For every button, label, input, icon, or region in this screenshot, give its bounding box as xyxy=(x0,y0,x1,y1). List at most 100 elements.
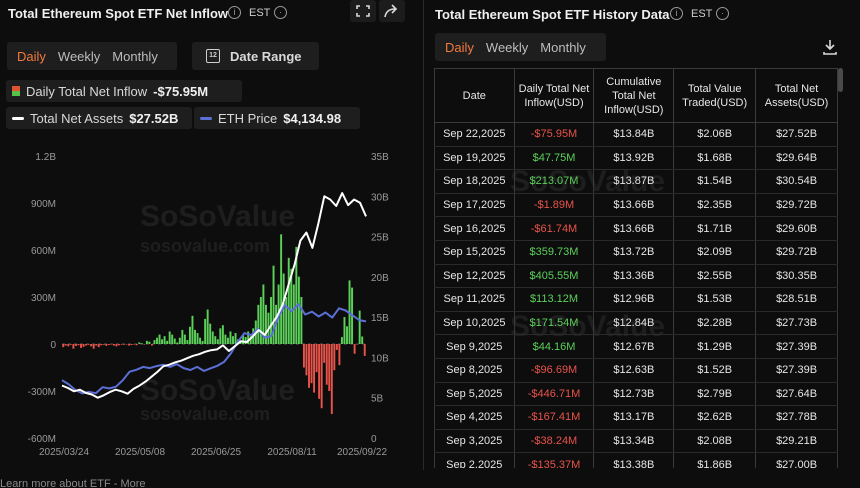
table-row[interactable]: Sep 2,2025 -$135.37M $13.38B $1.86B $27.00B xyxy=(434,452,838,468)
table-row[interactable]: Sep 19,2025 $47.75M $13.92B $1.68B $29.64B xyxy=(434,146,838,171)
cell-date: Sep 18,2025 xyxy=(434,169,515,194)
col-header-date[interactable]: Date xyxy=(434,68,515,123)
inflow-bar xyxy=(140,343,143,344)
col-header-net-assets[interactable]: Total Net Assets(USD) xyxy=(755,68,838,123)
inflow-bar xyxy=(90,344,93,347)
tab-monthly[interactable]: Monthly xyxy=(112,48,158,64)
cell-cumulative-inflow: $13.92B xyxy=(593,146,675,171)
inflow-bar xyxy=(343,317,346,344)
table-row[interactable]: Sep 10,2025 $171.54M $12.84B $2.28B $27.73B xyxy=(434,311,838,336)
cell-value-traded: $1.29B xyxy=(673,334,757,359)
cell-date: Sep 17,2025 xyxy=(434,193,515,218)
cell-date: Sep 15,2025 xyxy=(434,240,515,265)
cell-date: Sep 5,2025 xyxy=(434,382,515,407)
cell-cumulative-inflow: $13.72B xyxy=(593,240,675,265)
inflow-bar xyxy=(290,268,293,344)
x-tick-label: 2025/03/24 xyxy=(39,447,89,458)
legend-net-inflow[interactable]: Daily Total Net Inflow -$75.95M xyxy=(6,80,242,102)
inflow-bar xyxy=(313,344,316,393)
download-icon[interactable] xyxy=(820,37,840,57)
tab-weekly[interactable]: Weekly xyxy=(57,48,101,64)
table-row[interactable]: Sep 8,2025 -$96.69M $12.63B $1.52B $27.39B xyxy=(434,358,838,383)
col-header-value-traded[interactable]: Total Value Traded(USD) xyxy=(673,68,757,123)
inflow-bar xyxy=(335,344,338,350)
cell-value-traded: $1.68B xyxy=(673,146,757,171)
date-range-button[interactable]: 12 Date Range xyxy=(192,42,319,70)
inflow-bar xyxy=(249,336,252,344)
y-right-tick-label: 15B xyxy=(371,313,389,324)
cell-value-traded: $1.52B xyxy=(673,358,757,383)
tab-daily[interactable]: Daily xyxy=(445,39,474,55)
table-row[interactable]: Sep 9,2025 $44.16M $12.67B $1.29B $27.39B xyxy=(434,334,838,359)
inflow-bar xyxy=(64,344,67,346)
inflow-bar xyxy=(118,344,120,346)
table-row[interactable]: Sep 18,2025 $213.07M $13.87B $1.54B $30.54B xyxy=(434,169,838,194)
inflow-bar xyxy=(323,344,326,363)
info-icon[interactable]: i xyxy=(670,7,683,20)
cell-daily-inflow: $47.75M xyxy=(513,146,595,171)
footer-link[interactable]: Learn more about ETF - More xyxy=(0,478,146,488)
cell-value-traded: $2.28B xyxy=(673,311,757,336)
inflow-bar xyxy=(320,344,323,409)
inflow-bar xyxy=(176,342,179,344)
inflow-bar xyxy=(143,344,146,345)
table-row[interactable]: Sep 11,2025 $113.12M $12.96B $1.53B $28.51B xyxy=(434,287,838,312)
share-icon xyxy=(384,4,398,18)
panel-divider xyxy=(423,0,424,470)
inflow-bar xyxy=(315,344,318,373)
y-left-tick-label: 600M xyxy=(31,246,56,257)
inflow-bar xyxy=(102,344,105,345)
eth-price-swatch xyxy=(200,116,212,120)
share-button[interactable] xyxy=(379,0,405,22)
clock-icon[interactable]: · xyxy=(716,7,729,20)
history-table: Date Daily Total Net Inflow(USD) Cumulat… xyxy=(434,68,838,468)
col-header-daily-inflow[interactable]: Daily Total Net Inflow(USD) xyxy=(513,68,595,123)
net-inflow-chart[interactable]: 1.2B 900M 600M 300M 0 -300M -600M 35B 30B 25B 20B 1… xyxy=(0,145,420,465)
table-row[interactable]: Sep 4,2025 -$167.41M $13.17B $2.62B $27.78B xyxy=(434,405,838,430)
col-header-cumulative-inflow[interactable]: Cumulative Total Net Inflow(USD) xyxy=(593,68,675,123)
cell-value-traded: $1.86B xyxy=(673,452,757,468)
cell-value-traded: $2.08B xyxy=(673,429,757,454)
cell-daily-inflow: -$75.95M xyxy=(513,122,595,147)
clock-icon[interactable]: · xyxy=(274,6,287,19)
table-scrollbar[interactable] xyxy=(838,68,843,92)
info-icon[interactable]: i xyxy=(228,6,241,19)
cell-net-assets: $27.73B xyxy=(755,311,838,336)
cell-daily-inflow: -$1.89M xyxy=(513,193,595,218)
table-row[interactable]: Sep 22,2025 -$75.95M $13.84B $2.06B $27.52B xyxy=(434,122,838,147)
cell-cumulative-inflow: $13.84B xyxy=(593,122,675,147)
table-row[interactable]: Sep 5,2025 -$446.71M $12.73B $2.79B $27.64B xyxy=(434,382,838,407)
cell-date: Sep 12,2025 xyxy=(434,264,515,289)
tab-daily[interactable]: Daily xyxy=(17,48,46,64)
x-tick-label: 2025/08/11 xyxy=(267,447,317,458)
inflow-bar xyxy=(340,337,343,344)
cell-daily-inflow: -$38.24M xyxy=(513,429,595,454)
cell-cumulative-inflow: $12.96B xyxy=(593,287,675,312)
inflow-bar xyxy=(128,344,131,346)
inflow-bar xyxy=(194,329,196,344)
legend-net-assets[interactable]: Total Net Assets $27.52B xyxy=(6,107,192,129)
inflow-bar xyxy=(72,344,75,349)
inflow-bar xyxy=(318,344,321,399)
period-tabs: Daily Weekly Monthly xyxy=(7,42,177,70)
table-row[interactable]: Sep 15,2025 $359.73M $13.72B $2.09B $29.72B xyxy=(434,240,838,265)
y-left-tick-label: 300M xyxy=(31,293,56,304)
inflow-bar xyxy=(115,344,118,347)
cell-net-assets: $27.39B xyxy=(755,358,838,383)
table-row[interactable]: Sep 12,2025 $405.55M $13.36B $2.55B $30.35B xyxy=(434,264,838,289)
legend-eth-price[interactable]: ETH Price $4,134.98 xyxy=(194,107,360,129)
inflow-bar xyxy=(138,342,141,344)
table-row[interactable]: Sep 17,2025 -$1.89M $13.66B $2.35B $29.72B xyxy=(434,193,838,218)
panel-title: Total Ethereum Spot ETF Net Inflow xyxy=(8,6,229,21)
cell-value-traded: $2.79B xyxy=(673,382,757,407)
cell-daily-inflow: -$167.41M xyxy=(513,405,595,430)
inflow-bar xyxy=(77,344,80,346)
table-row[interactable]: Sep 16,2025 -$61.74M $13.66B $1.71B $29.60B xyxy=(434,216,838,241)
inflow-bar xyxy=(105,344,108,346)
tab-weekly[interactable]: Weekly xyxy=(485,39,529,55)
fullscreen-button[interactable] xyxy=(350,0,376,22)
cell-date: Sep 9,2025 xyxy=(434,334,515,359)
table-row[interactable]: Sep 3,2025 -$38.24M $13.34B $2.08B $29.21B xyxy=(434,429,838,454)
inflow-bar xyxy=(219,328,222,344)
tab-monthly[interactable]: Monthly xyxy=(540,39,586,55)
